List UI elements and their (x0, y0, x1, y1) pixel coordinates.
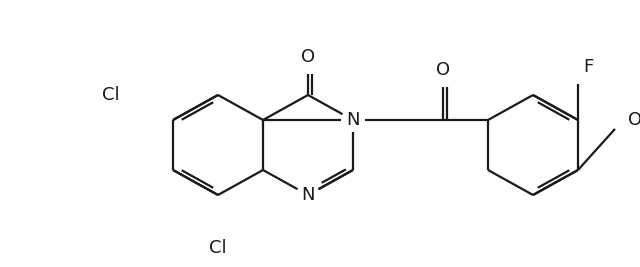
Text: O: O (301, 48, 315, 66)
Text: F: F (583, 58, 593, 76)
Text: O: O (628, 111, 640, 129)
Text: N: N (301, 186, 315, 204)
Text: O: O (436, 61, 450, 79)
Text: Cl: Cl (102, 86, 120, 104)
Text: N: N (346, 111, 360, 129)
Text: Cl: Cl (209, 239, 227, 257)
